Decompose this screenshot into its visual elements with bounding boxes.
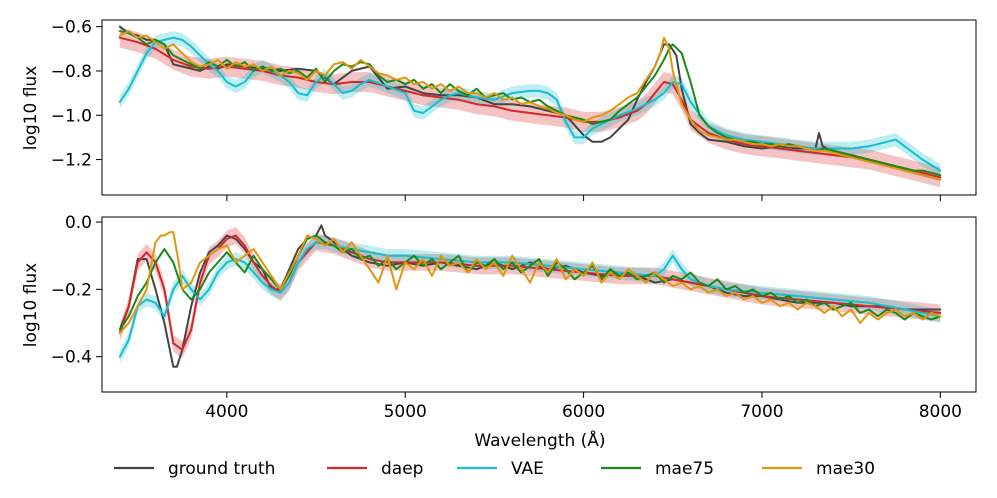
bottom-line-mae30 xyxy=(118,231,942,335)
bottom-panel: log10 flux 0.0 −0.2 −0.4 4000 5000 6000 7000 80… xyxy=(21,213,977,422)
x-axis-label: Wavelength (Å) xyxy=(474,429,605,451)
bottom-ytick-label: −0.4 xyxy=(51,348,92,368)
top-panel-lines xyxy=(118,25,942,181)
legend-label-mae75: mae75 xyxy=(655,459,714,479)
top-ytick-label: −1.2 xyxy=(51,151,92,171)
top-band-daep xyxy=(119,27,941,188)
xtick-label: 5000 xyxy=(384,402,427,422)
xtick-label: 8000 xyxy=(919,402,962,422)
top-ytick-label: −0.6 xyxy=(51,18,92,38)
bottom-panel-lines xyxy=(118,224,942,368)
top-line-vae xyxy=(118,36,942,172)
top-line-daep xyxy=(118,36,942,179)
legend-entry-ground-truth: ground truth xyxy=(114,459,275,479)
legend: ground truth daep VAE mae75 mae30 xyxy=(114,459,875,479)
top-line-mae30 xyxy=(118,30,942,181)
bottom-panel-ylabel: log10 flux xyxy=(21,263,41,348)
legend-label-vae: VAE xyxy=(511,459,544,479)
legend-label-ground-truth: ground truth xyxy=(168,459,275,479)
legend-label-daep: daep xyxy=(381,459,423,479)
top-panel-bands xyxy=(119,27,941,188)
legend-label-mae30: mae30 xyxy=(816,459,875,479)
legend-entry-daep: daep xyxy=(327,459,423,479)
legend-entry-vae: VAE xyxy=(457,459,544,479)
legend-entry-mae75: mae75 xyxy=(601,459,714,479)
top-panel: log10 flux −0.6 −0.8 −1.0 −1.2 xyxy=(21,18,977,201)
top-panel-ylabel: log10 flux xyxy=(21,66,41,151)
xtick-label: 7000 xyxy=(740,402,783,422)
bottom-ytick-label: 0.0 xyxy=(65,213,92,233)
xtick-label: 6000 xyxy=(562,402,605,422)
xtick-label: 4000 xyxy=(205,402,248,422)
bottom-band-daep xyxy=(119,227,941,359)
bottom-ytick-label: −0.2 xyxy=(51,280,92,300)
top-panel-frame xyxy=(101,19,977,196)
top-ytick-label: −0.8 xyxy=(51,62,92,82)
top-panel-ticks: −0.6 −0.8 −1.0 −1.2 xyxy=(51,18,941,201)
bottom-line-mae75 xyxy=(118,234,942,331)
legend-entry-mae30: mae30 xyxy=(762,459,875,479)
top-band-vae xyxy=(119,31,941,178)
bottom-panel-ticks: 0.0 −0.2 −0.4 4000 5000 6000 7000 8000 xyxy=(51,213,962,422)
top-ytick-label: −1.0 xyxy=(51,106,92,126)
bottom-panel-frame xyxy=(101,216,977,393)
